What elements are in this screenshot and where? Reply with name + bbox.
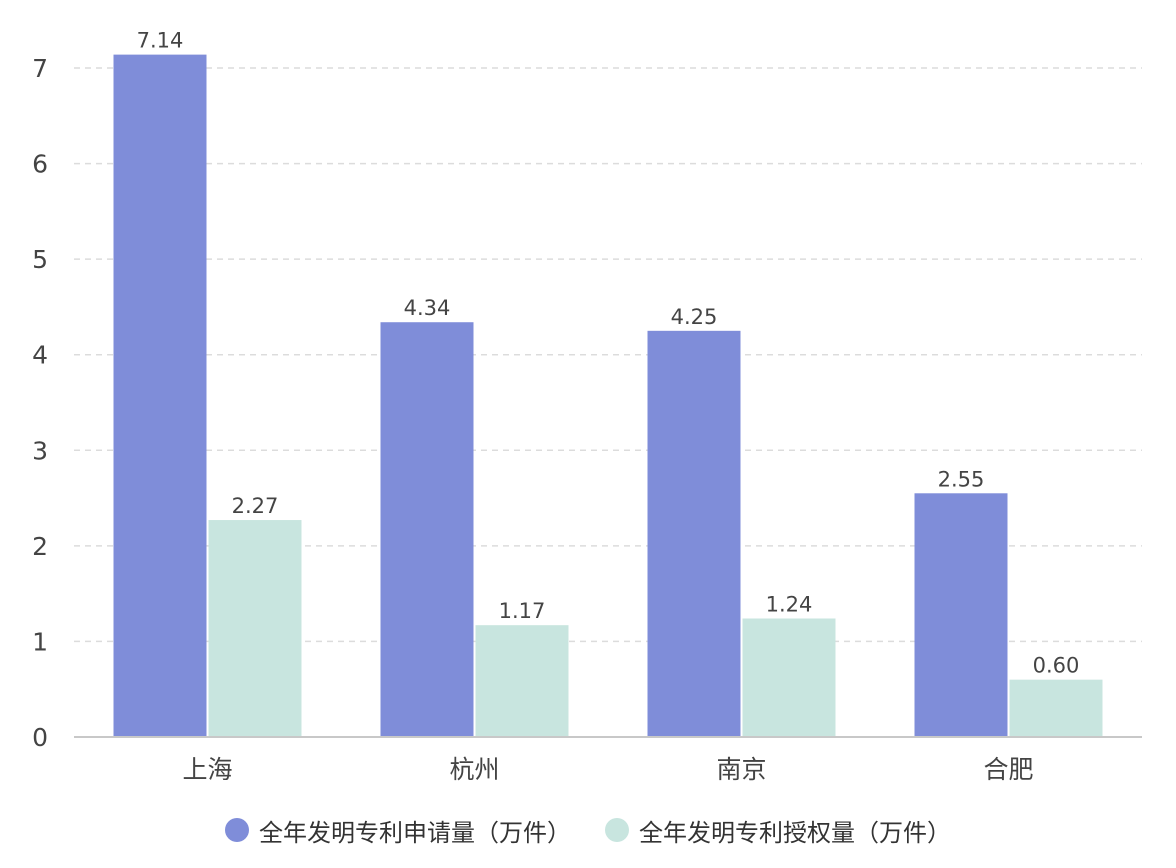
- bar[interactable]: [380, 322, 474, 737]
- legend-swatch-applications: [225, 818, 249, 842]
- legend: 全年发明专利申请量（万件） 全年发明专利授权量（万件）: [0, 808, 1176, 852]
- y-tick-label: 0: [32, 723, 48, 752]
- bar[interactable]: [113, 54, 207, 738]
- bar-chart: 0 1 2 3 4 5 6 7 7.14 2.27 4.34 1.17 4.25 1.24 2.55 0.6…: [32, 29, 1142, 784]
- x-tick-label: 南京: [716, 755, 766, 784]
- x-tick-label: 上海: [182, 755, 232, 784]
- data-label: 1.24: [766, 592, 813, 616]
- bar[interactable]: [742, 618, 836, 737]
- data-label: 2.55: [938, 467, 985, 491]
- bar[interactable]: [1009, 679, 1103, 737]
- y-tick-label: 3: [32, 436, 48, 465]
- legend-item-grants[interactable]: 全年发明专利授权量（万件）: [605, 813, 951, 848]
- x-tick-label: 杭州: [449, 755, 499, 784]
- y-tick-label: 1: [32, 627, 48, 656]
- bars: [113, 54, 1103, 738]
- data-labels: 7.14 2.27 4.34 1.17 4.25 1.24 2.55 0.60: [137, 29, 1080, 678]
- data-label: 4.25: [671, 305, 718, 329]
- legend-label-applications: 全年发明专利申请量（万件）: [259, 818, 571, 847]
- bar[interactable]: [647, 330, 741, 737]
- y-tick-label: 5: [32, 245, 48, 274]
- data-label: 2.27: [232, 494, 279, 518]
- bar[interactable]: [475, 625, 569, 737]
- data-label: 0.60: [1033, 654, 1080, 678]
- y-tick-label: 2: [32, 532, 48, 561]
- bar[interactable]: [208, 520, 302, 737]
- data-label: 1.17: [499, 599, 546, 623]
- legend-item-applications[interactable]: 全年发明专利申请量（万件）: [225, 813, 571, 848]
- y-axis-ticks: 0 1 2 3 4 5 6 7: [32, 54, 48, 752]
- x-tick-label: 合肥: [983, 755, 1033, 784]
- data-label: 7.14: [137, 29, 184, 53]
- x-axis-ticks: 上海 杭州 南京 合肥: [182, 755, 1033, 784]
- legend-swatch-grants: [605, 818, 629, 842]
- bar[interactable]: [914, 493, 1008, 737]
- legend-label-grants: 全年发明专利授权量（万件）: [639, 818, 951, 847]
- y-tick-label: 6: [32, 150, 48, 179]
- y-tick-label: 7: [32, 54, 48, 83]
- data-label: 4.34: [404, 296, 451, 320]
- y-tick-label: 4: [32, 341, 48, 370]
